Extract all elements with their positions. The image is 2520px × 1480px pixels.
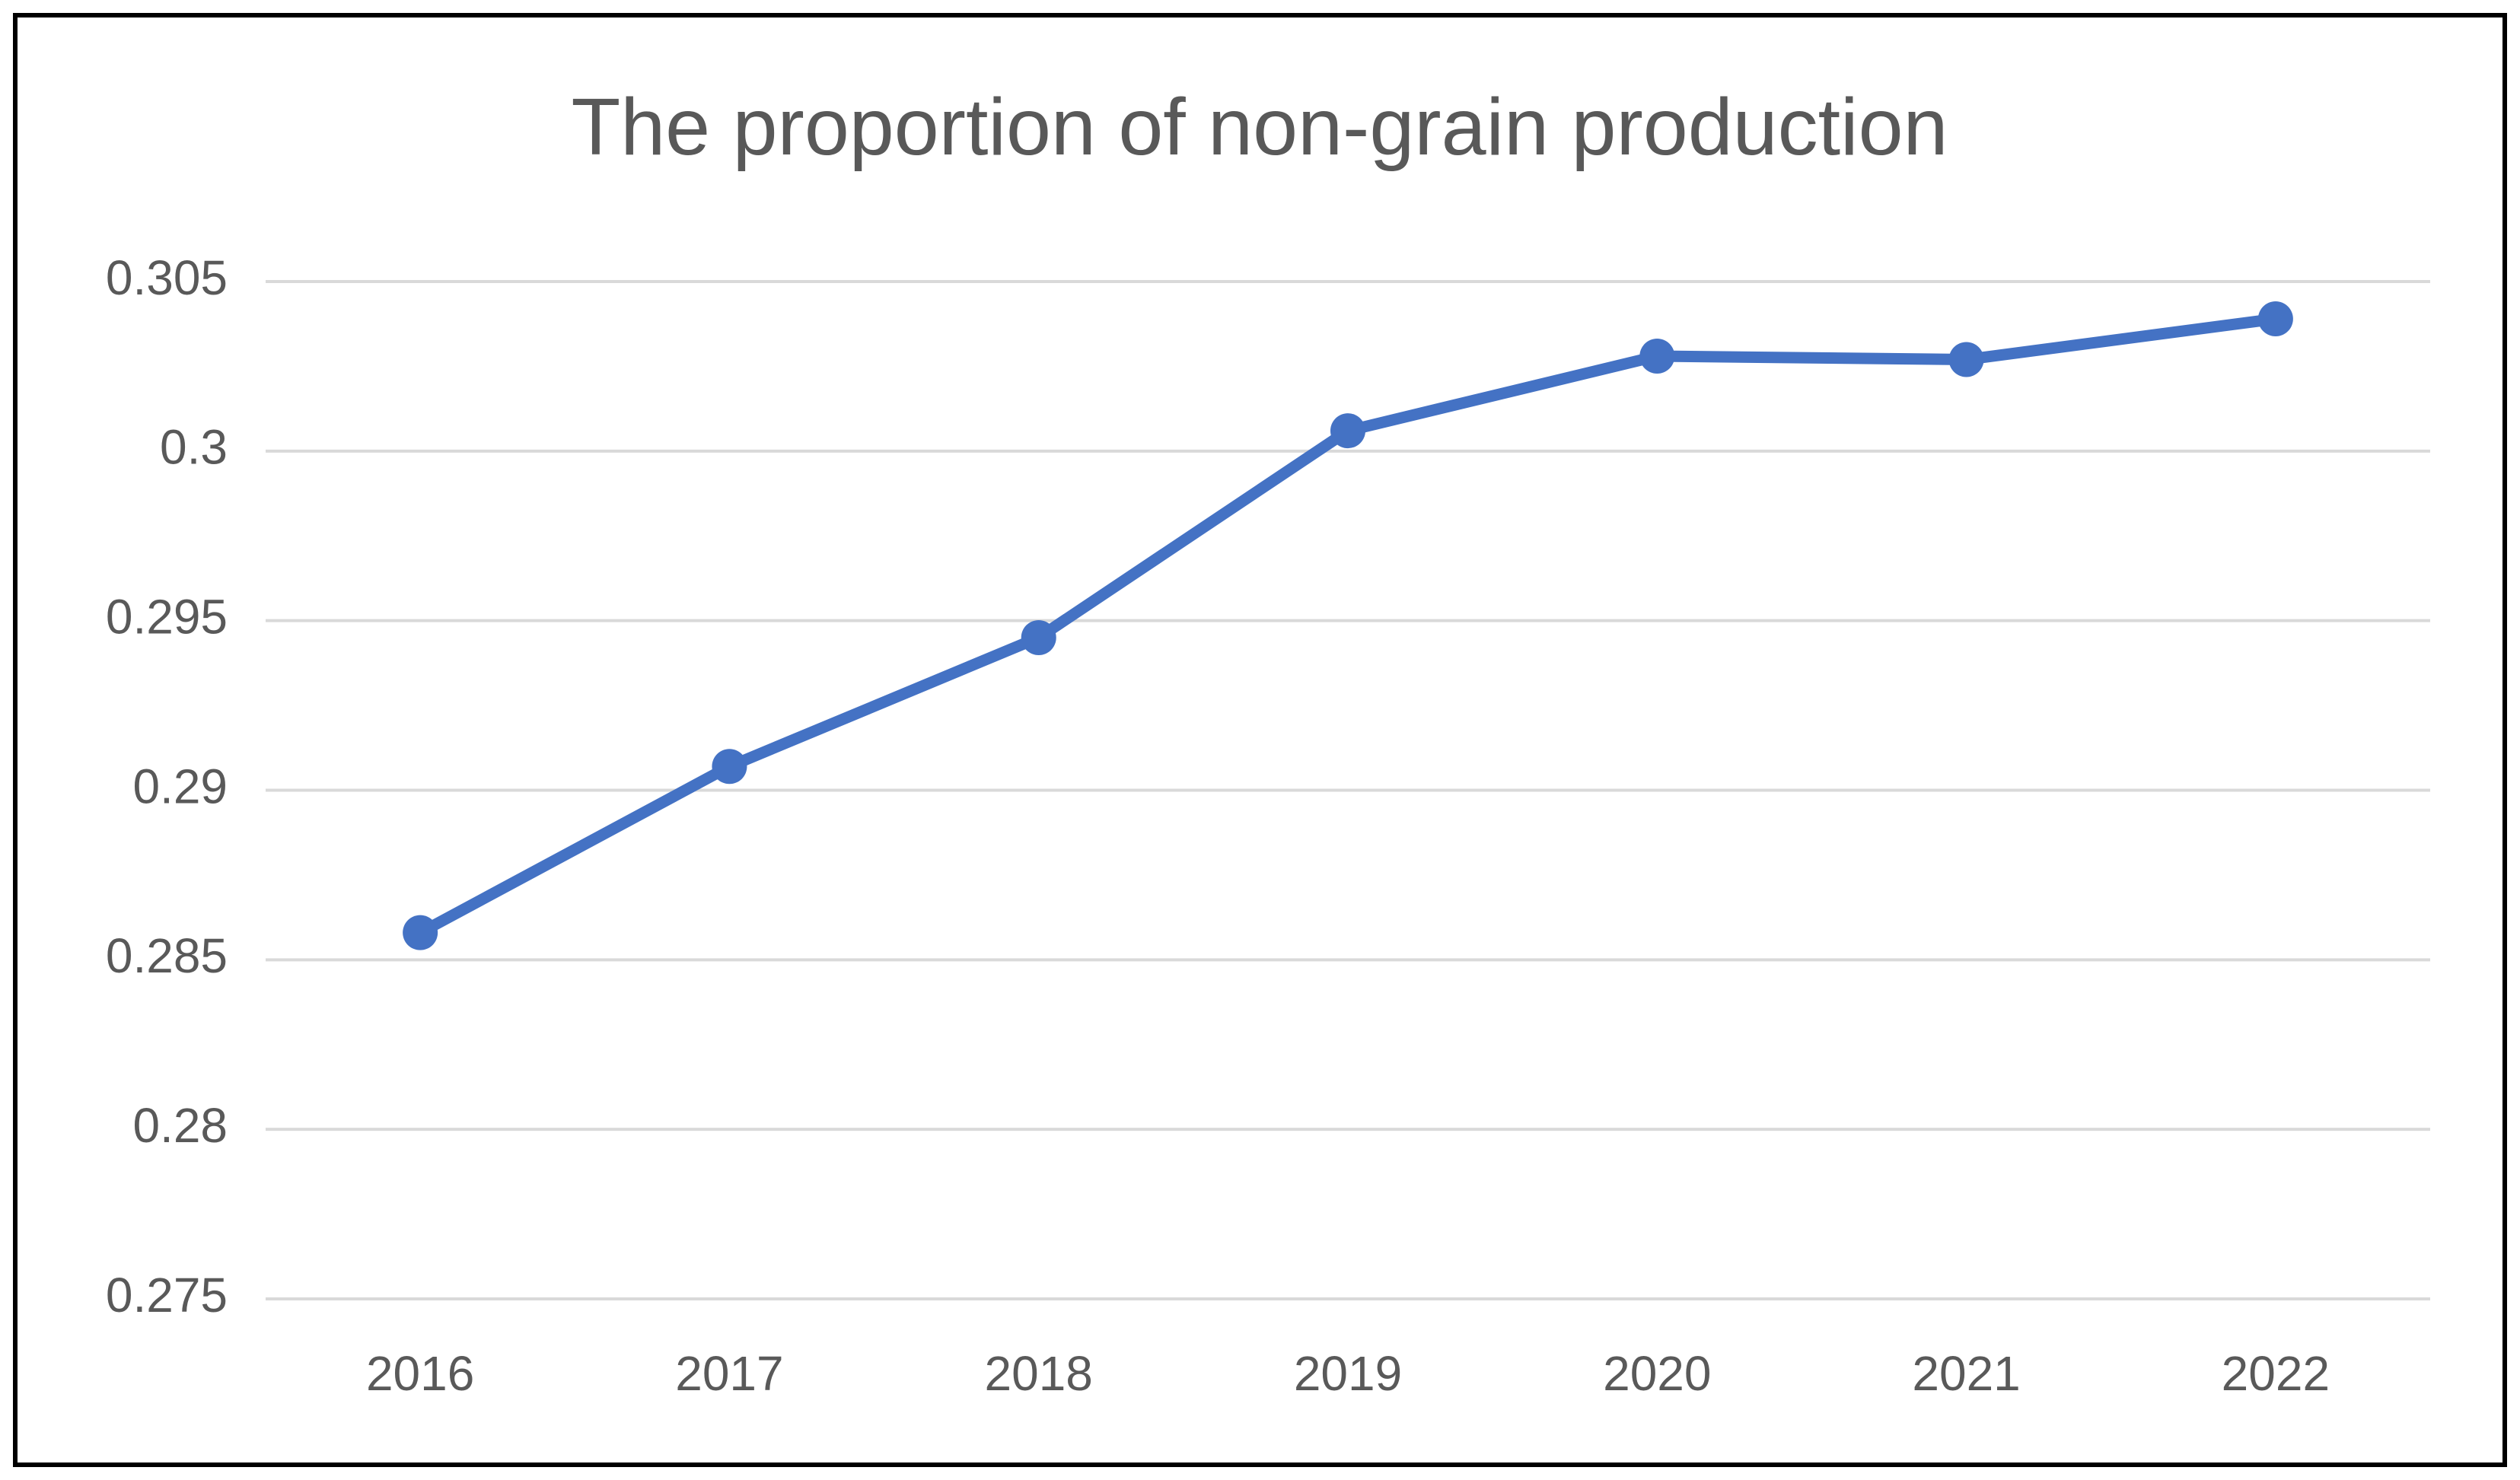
y-tick-label: 0.295: [106, 590, 228, 645]
y-tick-label: 0.305: [106, 250, 228, 305]
y-tick-label: 0.29: [132, 759, 228, 813]
x-tick-label: 2020: [1603, 1346, 1711, 1401]
x-tick-label: 2022: [2222, 1346, 2330, 1401]
x-tick-label: 2021: [1912, 1346, 2020, 1401]
x-tick-label: 2019: [1294, 1346, 1402, 1401]
y-tick-label: 0.275: [106, 1268, 228, 1322]
marker: [1948, 342, 1984, 377]
chart-frame: [13, 13, 2507, 1467]
x-tick-label: 2018: [985, 1346, 1093, 1401]
marker: [2257, 301, 2293, 337]
marker: [712, 749, 747, 785]
marker: [403, 915, 438, 950]
chart-title: The proportion of non-grain production: [571, 82, 1948, 172]
marker: [1639, 339, 1675, 374]
y-tick-label: 0.3: [160, 420, 228, 475]
x-tick-label: 2017: [675, 1346, 783, 1401]
y-tick-label: 0.285: [106, 928, 228, 983]
marker: [1330, 413, 1365, 449]
x-tick-label: 2016: [366, 1346, 474, 1401]
marker: [1021, 619, 1056, 655]
y-tick-label: 0.28: [132, 1098, 228, 1153]
